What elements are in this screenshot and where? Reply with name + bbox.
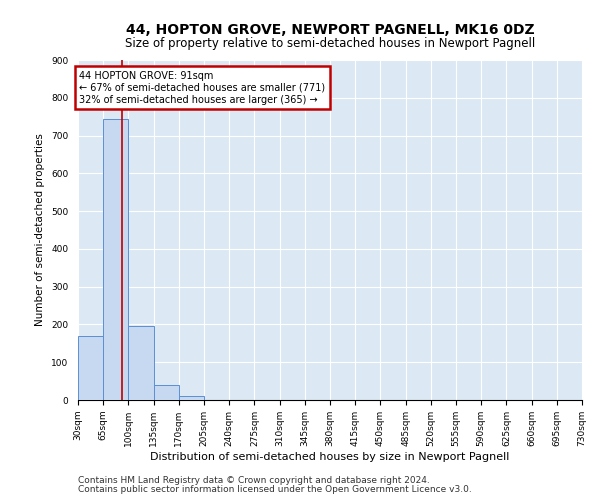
Y-axis label: Number of semi-detached properties: Number of semi-detached properties <box>35 134 46 326</box>
Bar <box>78 336 103 400</box>
Bar <box>154 385 179 400</box>
X-axis label: Distribution of semi-detached houses by size in Newport Pagnell: Distribution of semi-detached houses by … <box>151 452 509 462</box>
Bar <box>103 118 128 400</box>
Text: Size of property relative to semi-detached houses in Newport Pagnell: Size of property relative to semi-detach… <box>125 38 535 51</box>
Text: 44 HOPTON GROVE: 91sqm
← 67% of semi-detached houses are smaller (771)
32% of se: 44 HOPTON GROVE: 91sqm ← 67% of semi-det… <box>79 72 326 104</box>
Text: Contains HM Land Registry data © Crown copyright and database right 2024.: Contains HM Land Registry data © Crown c… <box>78 476 430 485</box>
Text: 44, HOPTON GROVE, NEWPORT PAGNELL, MK16 0DZ: 44, HOPTON GROVE, NEWPORT PAGNELL, MK16 … <box>125 22 535 36</box>
Bar <box>128 326 154 400</box>
Bar <box>179 396 204 400</box>
Text: Contains public sector information licensed under the Open Government Licence v3: Contains public sector information licen… <box>78 485 472 494</box>
